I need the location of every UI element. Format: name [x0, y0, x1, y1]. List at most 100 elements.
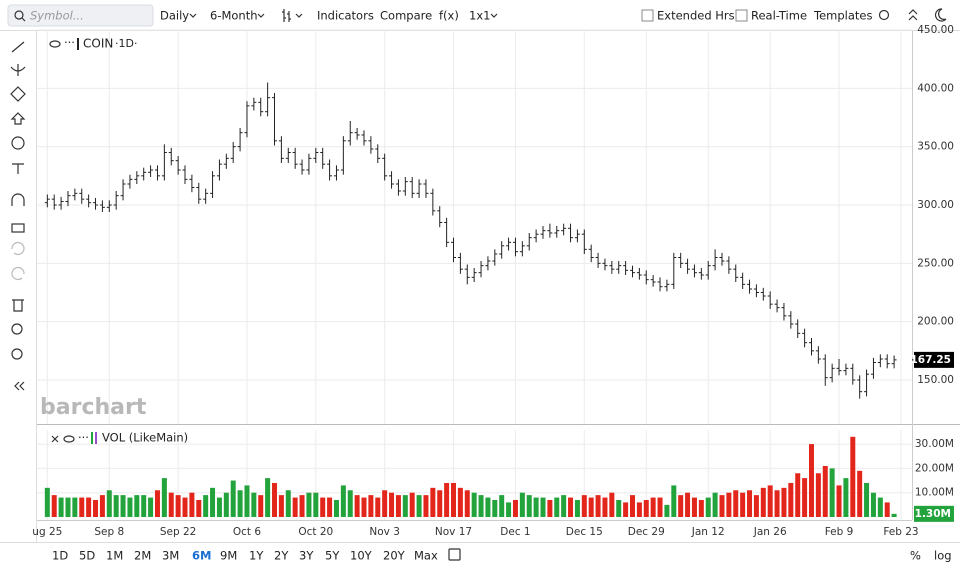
- delete-button[interactable]: [12, 299, 24, 312]
- arrow-tool[interactable]: [10, 112, 26, 125]
- volume-bar: [148, 497, 154, 517]
- ohlc-bar: [306, 153, 312, 175]
- ohlc-bar: [740, 272, 746, 289]
- ohlc-bar: [719, 252, 725, 266]
- chart-type-button[interactable]: [282, 9, 291, 22]
- settings-button[interactable]: [878, 9, 890, 21]
- range-button[interactable]: Max: [414, 549, 438, 563]
- ohlc-bar: [113, 191, 119, 210]
- zoom-out-button[interactable]: [11, 348, 23, 360]
- volume-bar: [478, 495, 484, 517]
- trendline-tool[interactable]: [11, 41, 25, 53]
- volume-bar: [196, 499, 202, 517]
- ohlc-bar: [568, 223, 574, 243]
- volume-bar: [402, 495, 408, 517]
- volume-bar: [375, 497, 381, 517]
- ohlc-bar: [423, 179, 429, 198]
- ohlc-bar: [258, 97, 264, 117]
- symbol-search[interactable]: [7, 4, 154, 27]
- volume-bar: [726, 492, 732, 517]
- fib-tool[interactable]: [10, 64, 26, 76]
- ohlc-bar: [547, 223, 553, 238]
- ohlc-bar: [402, 177, 408, 196]
- watermark: barchart: [40, 395, 147, 420]
- volume-bar: [643, 499, 649, 517]
- annotation-tool[interactable]: [11, 136, 25, 150]
- x-tick-label: Jan 12: [691, 526, 725, 538]
- range-button[interactable]: 3Y: [299, 549, 314, 563]
- ohlc-bar: [106, 200, 112, 212]
- range-button[interactable]: 2M: [134, 549, 151, 563]
- more-menu[interactable]: ···: [78, 431, 89, 445]
- date-range-picker[interactable]: [448, 548, 461, 561]
- compare-button[interactable]: Compare: [380, 9, 432, 23]
- ohlc-bar: [685, 258, 691, 274]
- range-button[interactable]: 5D: [79, 549, 95, 563]
- ohlc-bar: [182, 165, 188, 184]
- ohlc-bar: [340, 136, 346, 175]
- shape-tool[interactable]: [10, 86, 26, 102]
- checkbox[interactable]: [641, 9, 654, 22]
- range-button[interactable]: 1Y: [249, 549, 264, 563]
- volume-bar: [526, 495, 532, 517]
- collapse-tools-button[interactable]: [14, 381, 25, 391]
- volume-bar: [829, 468, 835, 517]
- range-button[interactable]: 1D: [52, 549, 68, 563]
- real-time-label[interactable]: Real-Time: [751, 9, 807, 23]
- volume-bar: [327, 497, 333, 517]
- x-tick-label: Oct 20: [298, 526, 333, 538]
- axis-toggle[interactable]: log: [934, 549, 952, 563]
- range-button[interactable]: 1M: [106, 549, 123, 563]
- range-bar: 1D 5D 1M 2M 3M 6M 9M 1Y 2Y 3Y 5Y 10Y 20Y Max% log: [0, 542, 960, 563]
- ohlc-bar: [499, 241, 505, 259]
- volume-bar: [451, 482, 457, 517]
- ohlc-bar: [877, 354, 883, 368]
- visibility-icon[interactable]: [49, 40, 61, 48]
- layout-button[interactable]: 1x1: [469, 9, 490, 23]
- range-button[interactable]: 20Y: [383, 549, 406, 563]
- indicators-button[interactable]: Indicators: [317, 9, 374, 23]
- lock-tool[interactable]: [11, 223, 25, 233]
- range-button[interactable]: 2Y: [274, 549, 289, 563]
- axis-toggle[interactable]: %: [910, 549, 921, 563]
- more-menu[interactable]: ···: [64, 36, 75, 50]
- text-tool[interactable]: [12, 163, 24, 174]
- remove-indicator[interactable]: [51, 435, 59, 443]
- ohlc-bar: [643, 270, 649, 285]
- range-button[interactable]: 6-Month: [210, 9, 258, 23]
- symbol-placeholder[interactable]: Symbol...: [30, 9, 84, 23]
- interval-button[interactable]: Daily: [160, 9, 189, 23]
- ohlc-bar: [540, 226, 546, 239]
- ohlc-bar: [430, 188, 436, 216]
- volume-bar: [877, 497, 883, 517]
- collapse-button[interactable]: [908, 9, 918, 21]
- redo-button[interactable]: [11, 266, 25, 281]
- range-button[interactable]: 10Y: [350, 549, 373, 563]
- volume-bar: [815, 473, 821, 517]
- extended-hours-label[interactable]: Extended Hrs: [657, 9, 735, 23]
- series-swatch: [77, 38, 79, 50]
- volume-bar: [230, 480, 236, 517]
- price-legend: ··· COIN ·1D· barchart: [40, 36, 147, 421]
- volume-bar: [251, 492, 257, 517]
- visibility-icon[interactable]: [63, 435, 75, 443]
- magnet-tool[interactable]: [11, 193, 25, 206]
- fx-button[interactable]: f(x): [439, 9, 459, 23]
- volume-bar: [747, 490, 753, 517]
- checkbox[interactable]: [735, 9, 748, 22]
- undo-button[interactable]: [11, 241, 25, 256]
- volume-bar: [58, 497, 64, 517]
- volume-bar: [767, 485, 773, 517]
- range-button[interactable]: 5Y: [325, 549, 340, 563]
- x-tick-label: Nov 3: [369, 526, 400, 538]
- volume-bar: [423, 495, 429, 517]
- y-tick-label: 30.00M: [915, 438, 954, 450]
- range-button[interactable]: 9M: [220, 549, 237, 563]
- range-button[interactable]: 3M: [162, 549, 179, 563]
- zoom-in-button[interactable]: [11, 323, 23, 335]
- range-button[interactable]: 6M: [192, 549, 211, 563]
- templates-button[interactable]: Templates: [813, 9, 872, 23]
- volume-bar: [278, 495, 284, 517]
- ohlc-bar: [223, 153, 229, 169]
- theme-toggle[interactable]: [934, 8, 947, 22]
